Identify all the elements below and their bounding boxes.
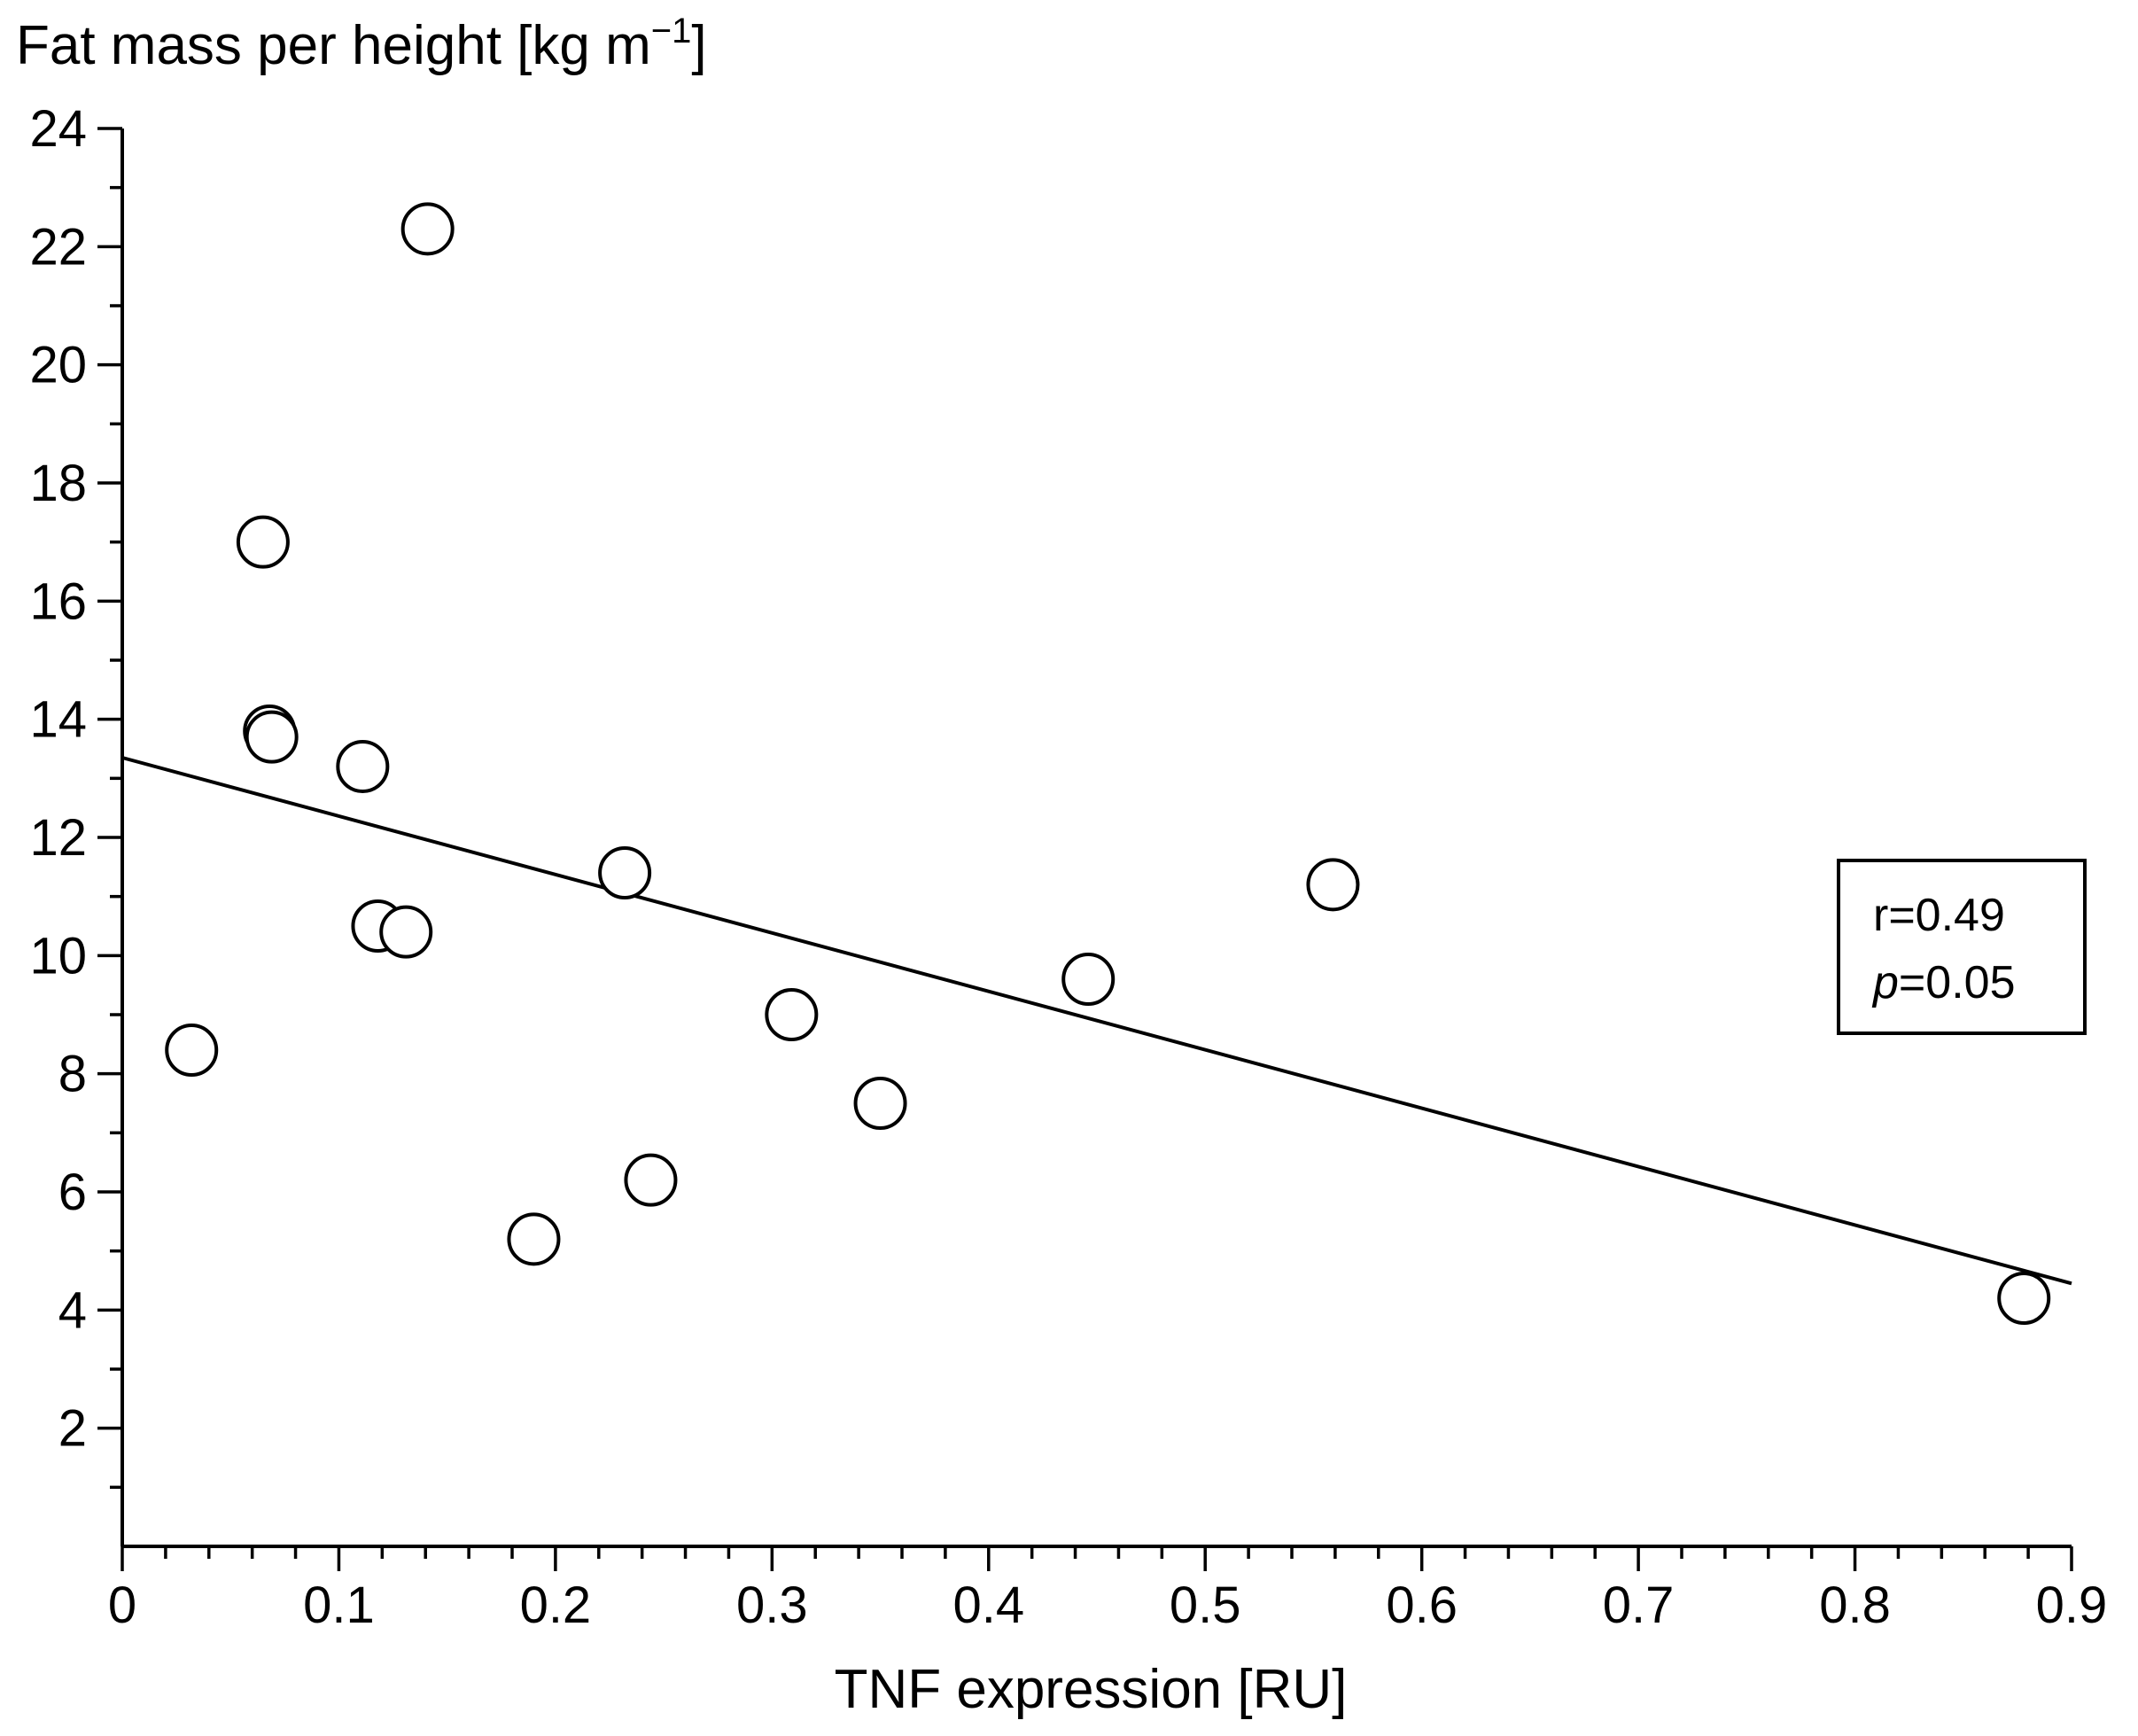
stats-annotation: r=0.49 p=0.05 — [1837, 859, 2087, 1035]
stats-p-value: p=0.05 — [1871, 957, 2016, 1008]
y-tick-label: 8 — [58, 1046, 87, 1103]
stats-r-value: r=0.49 — [1873, 890, 2005, 941]
y-tick-label: 14 — [29, 691, 87, 749]
data-point — [598, 846, 652, 899]
y-tick-label: 4 — [58, 1281, 87, 1339]
x-tick-label: 0.6 — [1386, 1576, 1458, 1634]
y-tick-label: 2 — [58, 1400, 87, 1458]
y-tick-label: 22 — [29, 218, 87, 276]
x-tick-label: 0 — [108, 1576, 136, 1634]
stats-p-label: p — [1871, 957, 1899, 1008]
x-tick-label: 0.1 — [303, 1576, 375, 1634]
y-tick-label: 18 — [29, 455, 87, 512]
data-point — [336, 740, 390, 793]
y-tick-label: 24 — [29, 100, 87, 158]
data-point — [507, 1212, 561, 1266]
data-point — [1997, 1272, 2051, 1325]
data-point — [400, 202, 455, 256]
x-axis-title: TNF expression [RU] — [835, 1659, 1348, 1720]
regression-line — [121, 756, 2072, 1286]
data-point — [236, 515, 290, 569]
data-point — [624, 1153, 678, 1207]
x-tick-label: 0.9 — [2036, 1576, 2108, 1634]
data-point — [853, 1077, 907, 1130]
x-tick-label: 0.5 — [1170, 1576, 1241, 1634]
x-tick-label: 0.7 — [1603, 1576, 1675, 1634]
stats-p-number: =0.05 — [1899, 957, 2016, 1008]
y-axis-title: Fat mass per height [kg m−1] — [16, 12, 707, 76]
y-tick-label: 20 — [29, 337, 87, 394]
x-tick-label: 0.4 — [952, 1576, 1024, 1634]
x-tick-label: 0.2 — [520, 1576, 592, 1634]
data-point — [165, 1024, 219, 1077]
data-point — [1061, 953, 1116, 1006]
y-tick-label: 10 — [29, 927, 87, 985]
y-tick-label: 6 — [58, 1164, 87, 1221]
data-point — [379, 905, 433, 959]
y-tick-label: 16 — [29, 572, 87, 630]
x-tick-label: 0.3 — [736, 1576, 808, 1634]
y-axis-title-close: ] — [691, 15, 706, 76]
stats-box — [1837, 859, 2087, 1035]
data-point — [765, 988, 819, 1041]
x-tick-label: 0.8 — [1819, 1576, 1891, 1634]
y-tick-label: 12 — [29, 809, 87, 867]
y-axis-title-main: Fat mass per height [kg m — [16, 15, 651, 76]
data-point — [1306, 858, 1360, 912]
y-axis-title-superscript: −1 — [651, 12, 692, 51]
data-point — [245, 710, 299, 764]
